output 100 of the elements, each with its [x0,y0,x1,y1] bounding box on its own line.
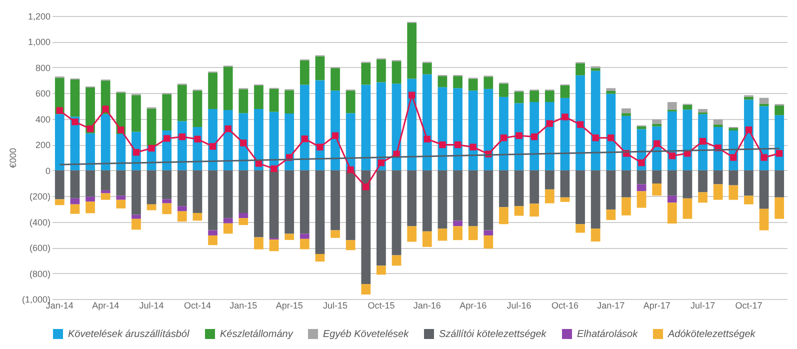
bar [254,237,264,250]
point [608,134,614,142]
y-tick-label: 1,000 [28,37,50,48]
point [576,121,584,128]
point [316,144,324,150]
bar [70,204,80,214]
point [132,149,140,156]
bar [774,106,784,116]
bar [759,208,769,230]
bar [407,170,417,226]
bar [116,196,126,200]
bar [468,170,478,226]
bar [453,220,462,226]
bar [392,84,402,170]
bar [576,224,585,233]
bar [223,170,233,218]
bar [70,80,80,117]
bar [361,170,371,284]
bar [530,170,540,204]
point [178,133,186,140]
point [347,166,354,174]
point [500,134,508,142]
bar [728,185,738,200]
point [454,141,462,148]
bar [682,104,692,110]
y-tick-label: (800) [29,268,50,279]
bar [484,235,494,249]
bar [177,206,187,212]
y-tick-label: (1,000) [22,294,50,304]
bar [713,184,723,200]
bar [86,196,95,202]
legend-label: Egyéb Követelések [323,329,410,340]
bar [330,90,340,170]
bar [177,211,187,222]
y-axis-title: €000 [8,148,18,168]
bar [407,22,417,79]
bar [284,234,294,240]
bar [238,218,248,226]
point [301,135,308,142]
y-tick-label: (200) [29,192,50,202]
point [163,135,170,142]
bar [162,170,172,200]
bar [438,170,448,229]
bar [300,84,310,170]
point [72,118,78,126]
bar [330,68,340,91]
x-tick-label: Jul-15 [323,300,348,310]
bar [132,170,141,215]
bar [177,84,187,122]
bar [86,170,95,197]
bar [682,110,692,170]
x-tick-label: Apr-14 [92,300,120,310]
y-tick-label: 0 [45,166,50,176]
bar [514,206,524,216]
point [240,140,247,146]
bar [560,170,570,198]
bar [315,254,325,262]
bar [622,170,631,198]
bar [484,230,494,236]
point [148,144,155,152]
y-tick-label: (600) [29,243,50,254]
bar [70,170,80,198]
bar [361,62,371,85]
bar [744,196,754,204]
bar [514,92,524,104]
bar [407,226,417,242]
point [730,154,737,161]
bar [422,62,432,74]
point [332,132,339,139]
bar [544,170,554,190]
point [668,152,676,160]
bar [667,202,677,224]
point [760,154,768,161]
bar [223,223,233,234]
bar [759,170,769,209]
bar [132,95,141,132]
bar [453,76,462,88]
legend-label: Szállítói kötelezettségek [439,329,548,340]
bar [238,89,248,114]
bar [622,197,631,216]
bar [698,109,708,112]
bar [698,192,708,203]
x-tick-label: Jan-17 [597,300,625,310]
x-tick-label: Apr-15 [276,300,303,310]
bar [744,100,754,170]
y-tick-label: 600 [35,88,50,99]
bar [438,87,448,170]
bar [315,56,325,80]
x-tick-label: Jul-14 [139,300,164,310]
bar [300,170,310,234]
bar [560,197,570,202]
point [102,106,109,112]
bar [560,98,570,170]
bar [116,200,126,208]
bar [682,170,692,198]
bar [346,240,356,250]
point [424,136,431,142]
x-tick-label: Jan-15 [230,300,258,310]
bar [269,88,279,112]
bar [162,199,172,204]
